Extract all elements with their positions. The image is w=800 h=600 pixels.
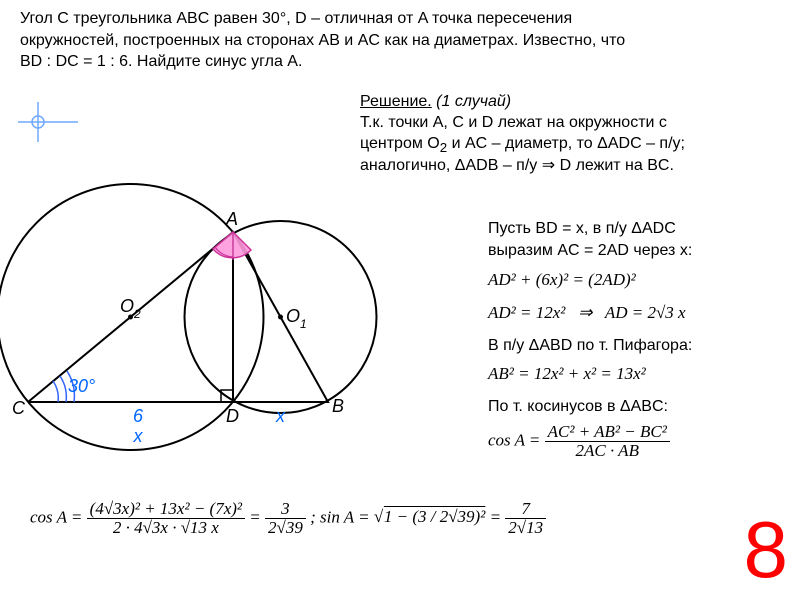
- label-b: B: [332, 396, 344, 416]
- cosA-frac: AC² + AB² − BC² 2AC · AB: [545, 423, 670, 460]
- deriv-p1a: Пусть BD = x, в п/у ΔADC: [488, 218, 790, 240]
- bot-sin-den: 2√13: [505, 518, 546, 537]
- bot-sin-eq: =: [490, 507, 501, 526]
- bot-semi: ;: [310, 507, 320, 526]
- angle-a-fill: [213, 232, 251, 258]
- point-o1-dot: [278, 315, 283, 320]
- sol-l2a: центром O: [360, 135, 440, 152]
- label-6x-a: 6: [133, 406, 144, 426]
- deriv-p4: По т. косинусов в ΔABC:: [488, 396, 790, 418]
- eq2a: AD² = 12x²: [488, 303, 565, 322]
- bot-num1: (4√3x)² + 13x² − (7x)²: [87, 500, 245, 518]
- bot-den1: 2 · 4√3x · √13 x: [87, 518, 245, 537]
- deriv-p1b: выразим AC = 2AD через x:: [488, 240, 790, 262]
- geometry-diagram: A B C D O2 O1 30° 6 x x: [8, 92, 353, 487]
- bottom-derivation: cos A = (4√3x)² + 13x² − (7x)² 2 · 4√3x …: [30, 500, 770, 537]
- sol-l3b: D лежит на BC.: [555, 157, 674, 174]
- slide-number: 8: [744, 510, 789, 590]
- label-6x-b: x: [133, 426, 144, 446]
- problem-statement: Угол С треугольника ABC равен 30°, D – о…: [20, 8, 780, 73]
- bot-cos-lhs: cos A =: [30, 507, 82, 526]
- bot-rnum: 3: [265, 500, 306, 518]
- sol-l2b: и AC – диаметр, то ΔADC – п/у;: [447, 135, 685, 152]
- label-o1: O1: [286, 306, 307, 331]
- label-x: x: [275, 406, 286, 426]
- eq2b: AD = 2√3 x: [605, 303, 686, 322]
- eq2: AD² = 12x² ⇒ AD = 2√3 x: [488, 302, 790, 325]
- label-c: C: [12, 398, 26, 418]
- bot-frac2: 3 2√39: [265, 500, 306, 537]
- angle-c-arc2: [60, 376, 66, 402]
- bot-sin-inner: 1 − (3 / 2√39)²: [384, 507, 485, 526]
- problem-line1: Угол С треугольника ABC равен 30°, D – о…: [20, 10, 572, 27]
- angle-c-arc1: [53, 381, 58, 402]
- solution-intro: Решение. (1 случай) Т.к. точки A, C и D …: [360, 92, 790, 177]
- bot-sin-lhs: sin A =: [320, 507, 370, 526]
- label-a: A: [225, 209, 238, 229]
- cosA-formula: cos A = AC² + AB² − BC² 2AC · AB: [488, 423, 790, 460]
- eq2arr: ⇒: [578, 303, 592, 322]
- problem-line2: окружностей, построенных на сторонах AB …: [20, 32, 625, 49]
- sol-l1: Т.к. точки A, C и D лежат на окружности …: [360, 114, 667, 131]
- label-30deg: 30°: [68, 376, 95, 396]
- bot-eq1: =: [249, 507, 260, 526]
- cosA-num: AC² + AB² − BC²: [545, 423, 670, 441]
- problem-line3: BD : DC = 1 : 6. Найдите синус угла A.: [20, 53, 302, 70]
- cosA-den: 2AC · AB: [545, 441, 670, 460]
- sol-arrow: ⇒: [542, 157, 555, 174]
- eq1: AD² + (6x)² = (2AD)²: [488, 269, 790, 292]
- bot-sin-num: 7: [505, 500, 546, 518]
- sol-l3a: аналогично, ΔADB – п/у: [360, 157, 542, 174]
- eq3: AB² = 12x² + x² = 13x²: [488, 363, 790, 386]
- marker-icon: [18, 102, 78, 142]
- solution-title: Решение.: [360, 93, 432, 110]
- solution-case: (1 случай): [436, 93, 511, 110]
- bot-rden: 2√39: [265, 518, 306, 537]
- cosA-lhs: cos A =: [488, 430, 540, 449]
- bot-frac1: (4√3x)² + 13x² − (7x)² 2 · 4√3x · √13 x: [87, 500, 245, 537]
- bot-sin-sqrt: 1 − (3 / 2√39)²: [374, 507, 485, 527]
- bot-sin-frac: 7 2√13: [505, 500, 546, 537]
- label-d: D: [226, 406, 239, 426]
- derivation-column: Пусть BD = x, в п/у ΔADC выразим AC = 2A…: [488, 218, 790, 460]
- deriv-p3: В п/у ΔABD по т. Пифагора:: [488, 335, 790, 357]
